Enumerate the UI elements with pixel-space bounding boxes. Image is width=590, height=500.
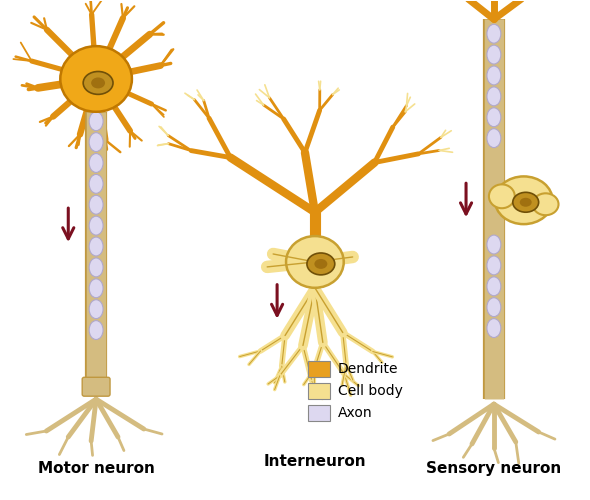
Text: Axon: Axon	[337, 406, 372, 420]
Ellipse shape	[83, 72, 113, 94]
Bar	[308, 362, 330, 378]
Text: Motor neuron: Motor neuron	[38, 461, 155, 476]
Text: Interneuron: Interneuron	[264, 454, 366, 469]
Ellipse shape	[89, 300, 103, 318]
Ellipse shape	[487, 298, 501, 316]
Ellipse shape	[495, 176, 553, 224]
Ellipse shape	[286, 236, 344, 288]
Ellipse shape	[487, 108, 501, 126]
Ellipse shape	[89, 237, 103, 256]
Ellipse shape	[89, 258, 103, 277]
Ellipse shape	[89, 216, 103, 235]
Ellipse shape	[489, 184, 514, 208]
Text: Dendrite: Dendrite	[337, 362, 398, 376]
Ellipse shape	[89, 132, 103, 152]
Ellipse shape	[307, 253, 335, 275]
Ellipse shape	[89, 174, 103, 194]
Ellipse shape	[533, 194, 559, 215]
Ellipse shape	[91, 78, 105, 88]
Ellipse shape	[487, 256, 501, 275]
Ellipse shape	[89, 279, 103, 297]
Bar	[308, 384, 330, 399]
Ellipse shape	[487, 45, 501, 64]
Ellipse shape	[487, 235, 501, 254]
Ellipse shape	[89, 196, 103, 214]
Text: Cell body: Cell body	[337, 384, 402, 398]
Ellipse shape	[487, 24, 501, 43]
Ellipse shape	[89, 154, 103, 172]
Ellipse shape	[487, 277, 501, 295]
Ellipse shape	[487, 66, 501, 85]
Ellipse shape	[513, 192, 539, 212]
Ellipse shape	[89, 320, 103, 340]
Ellipse shape	[487, 128, 501, 148]
Ellipse shape	[487, 318, 501, 338]
FancyBboxPatch shape	[82, 378, 110, 396]
Ellipse shape	[487, 87, 501, 106]
Ellipse shape	[520, 198, 532, 206]
Ellipse shape	[314, 259, 327, 269]
Text: Sensory neuron: Sensory neuron	[426, 461, 562, 476]
Bar	[308, 405, 330, 421]
Ellipse shape	[89, 112, 103, 130]
Ellipse shape	[60, 46, 132, 112]
